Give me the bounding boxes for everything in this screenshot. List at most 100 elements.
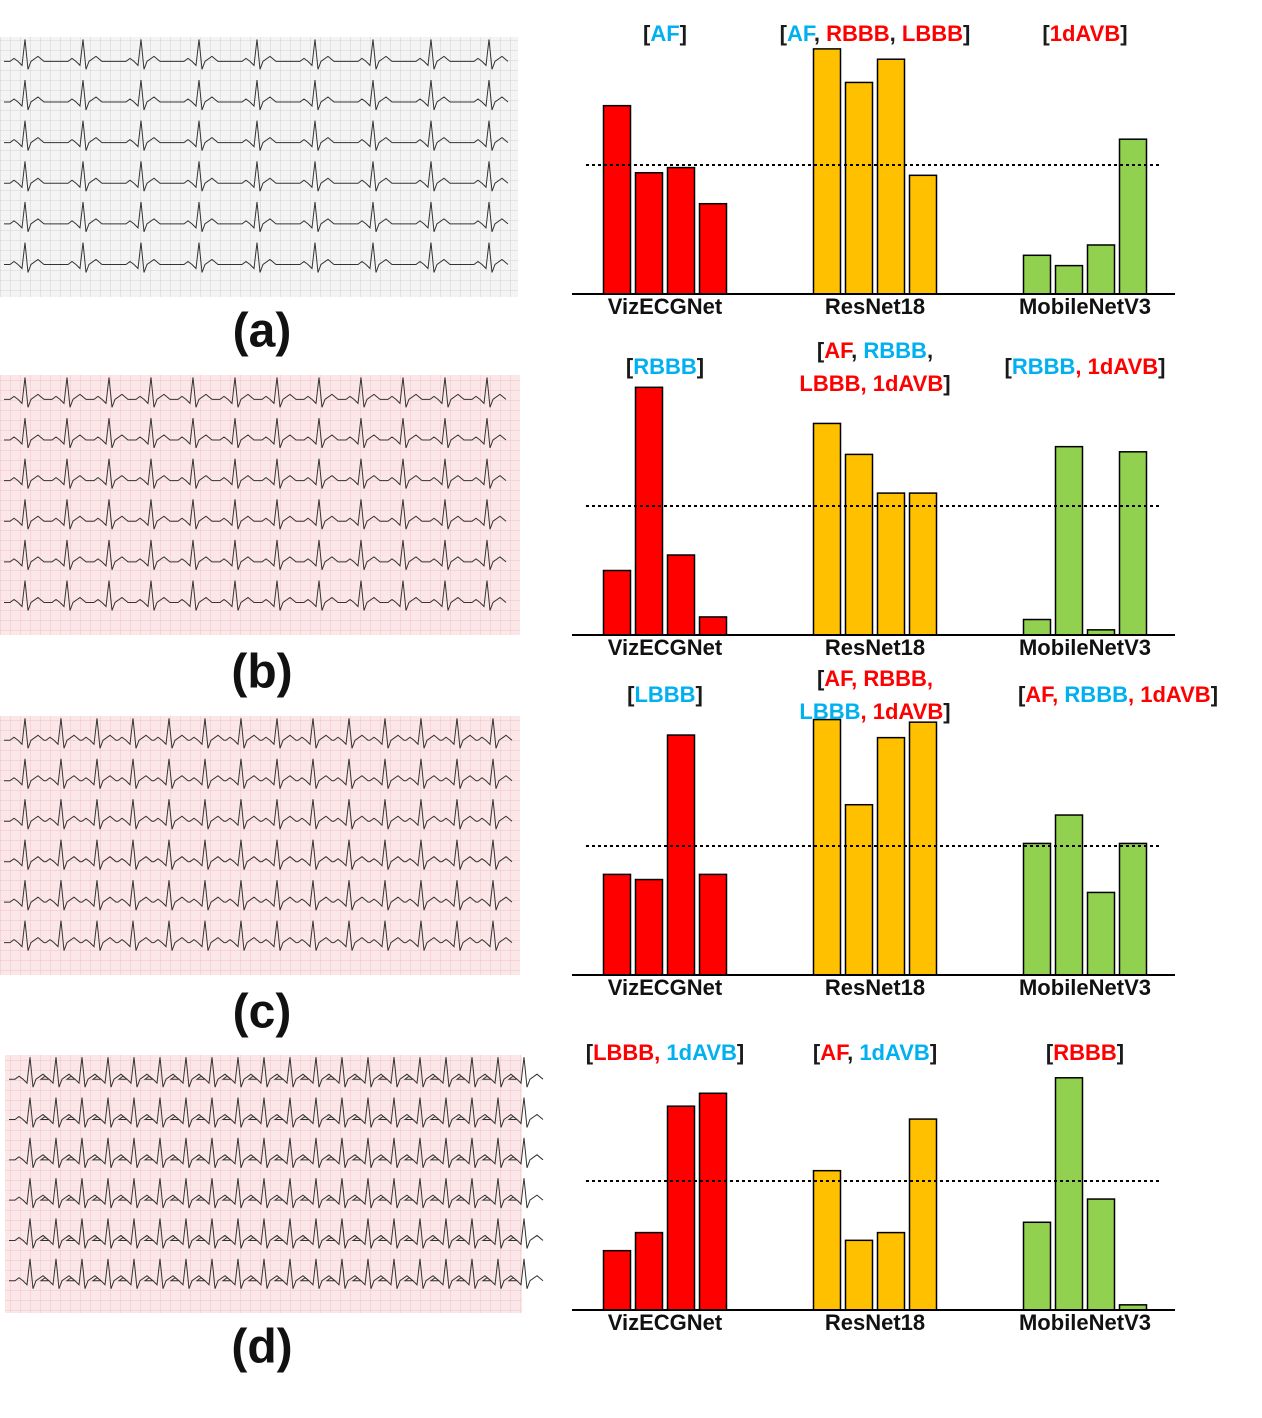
annotation-part: [ (627, 682, 635, 707)
annotation-part: [ (1018, 682, 1026, 707)
annotation-part: , (814, 21, 826, 46)
annotation-part: RBBB (1064, 682, 1128, 707)
annotation-part: , (851, 338, 863, 363)
bar (1022, 618, 1052, 636)
ecg-image (5, 1055, 544, 1313)
annotation-part: ] (696, 682, 703, 707)
panel-label: (b) (231, 646, 292, 699)
group-label: MobileNetV3 (1019, 294, 1151, 319)
annotation-part: ] (680, 21, 687, 46)
ecg-image (0, 716, 520, 975)
annotation-part: [ (813, 1040, 821, 1065)
ecg-image (0, 37, 518, 297)
bar (634, 171, 664, 295)
ecg-trace (4, 39, 509, 70)
bar (1054, 445, 1084, 636)
annotation-part: AF, (1025, 682, 1064, 707)
bar (634, 878, 664, 976)
bar (844, 453, 874, 636)
annotation-part: [ (1005, 354, 1013, 379)
bar (876, 492, 906, 636)
annotation-part: ] (697, 354, 704, 379)
ecg-trace (4, 417, 507, 449)
annotation: [AF, 1dAVB] (813, 1040, 937, 1065)
ecg-trace (4, 201, 509, 233)
group-label: VizECGNet (608, 1310, 723, 1335)
ecg-trace (4, 120, 509, 151)
annotation-part: ] (930, 1040, 937, 1065)
group-label: ResNet18 (825, 1310, 925, 1335)
bar (876, 58, 906, 295)
annotation-part: , (890, 21, 902, 46)
annotation-part: AF (820, 1040, 849, 1065)
annotation-part: AF (650, 21, 679, 46)
bar (908, 492, 938, 636)
annotation-part: , (847, 1040, 859, 1065)
annotation: [RBBB] (626, 354, 704, 379)
annotation-part: [ (817, 338, 825, 363)
ecg-trace (4, 718, 513, 749)
bar (1118, 138, 1148, 295)
annotation-part: [ (643, 21, 651, 46)
annotation-part: RBBB (863, 338, 927, 363)
bar (1054, 814, 1084, 976)
bar (1118, 842, 1148, 976)
bar (876, 1231, 906, 1311)
bar (812, 1169, 842, 1311)
annotation-part: 1dAVB (666, 1040, 737, 1065)
bar (1054, 1077, 1084, 1311)
ecg-trace (4, 580, 507, 611)
ecg-trace (9, 1218, 544, 1249)
bar (1086, 244, 1116, 295)
annotation: LBBB, 1dAVB] (799, 699, 950, 724)
bar (698, 202, 728, 295)
group-label: VizECGNet (608, 975, 723, 1000)
annotation-part: 1dAVB (1050, 21, 1121, 46)
bar (812, 48, 842, 295)
group-label: MobileNetV3 (1019, 975, 1151, 1000)
annotation-part: ] (943, 371, 950, 396)
bar (698, 873, 728, 976)
bar (666, 554, 696, 636)
bar (634, 1231, 664, 1311)
annotation-part: [ (626, 354, 634, 379)
ecg-trace (4, 920, 513, 951)
annotation-part: RBBB (633, 354, 697, 379)
bar (1086, 891, 1116, 976)
annotation: [AF, RBBB, (817, 666, 933, 691)
ecg-trace (4, 242, 509, 273)
bar (602, 1249, 632, 1311)
annotation-part: RBBB (826, 21, 890, 46)
bar (876, 736, 906, 976)
annotation: [AF] (643, 21, 687, 46)
bar (698, 616, 728, 636)
annotation-part: AF (787, 21, 816, 46)
bar (666, 166, 696, 295)
bar (666, 734, 696, 976)
annotation-part: ] (963, 21, 970, 46)
annotation-part: ] (943, 699, 950, 724)
ecg-trace (4, 161, 509, 192)
group-label: VizECGNet (608, 294, 723, 319)
annotation: [1dAVB] (1042, 21, 1127, 46)
ecg-trace (4, 377, 507, 408)
annotation-part: AF, RBBB, (824, 666, 933, 691)
annotation: [AF, RBBB, LBBB] (780, 21, 971, 46)
annotation-part: ] (1158, 354, 1165, 379)
annotation-part: ] (1211, 682, 1218, 707)
ecg-trace (4, 758, 513, 789)
annotation-part: , 1dAVB (1128, 682, 1211, 707)
bar (812, 718, 842, 976)
ecg-trace (4, 799, 513, 830)
bar (844, 81, 874, 295)
ecg-trace (4, 539, 507, 571)
annotation-part: [ (1046, 1040, 1054, 1065)
group-label: MobileNetV3 (1019, 635, 1151, 660)
annotation-part: , (927, 338, 933, 363)
ecg-trace (4, 499, 507, 530)
group-label: ResNet18 (825, 294, 925, 319)
bar (698, 1092, 728, 1311)
bar (1086, 1198, 1116, 1311)
annotation-part: LBBB (902, 21, 963, 46)
panel-label: (d) (231, 1321, 292, 1374)
